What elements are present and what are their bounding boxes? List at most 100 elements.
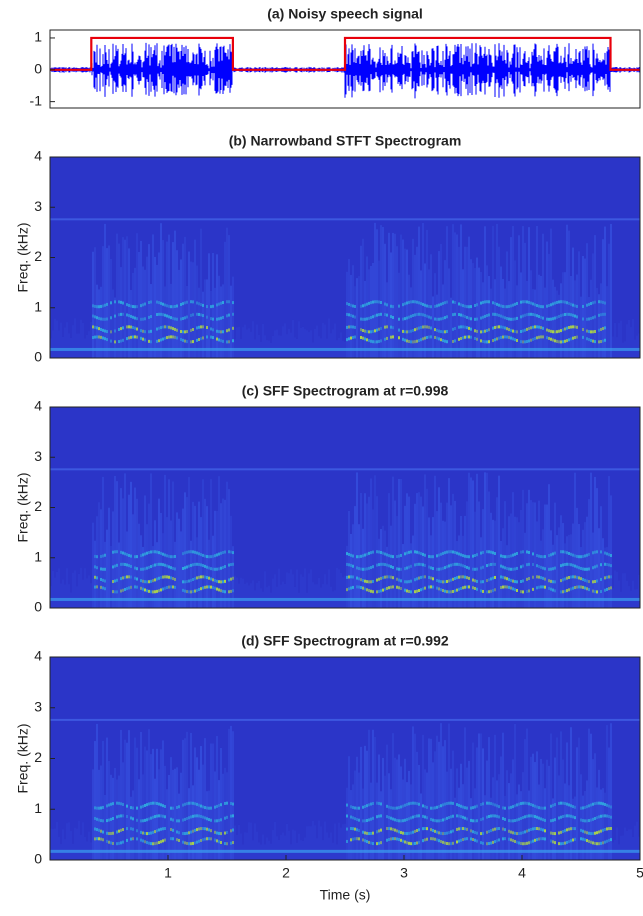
harmonic: [480, 301, 482, 305]
harmonic: [216, 839, 218, 843]
harmonic: [540, 576, 542, 580]
harmonic: [126, 804, 128, 808]
spectrogram-column: [434, 751, 436, 860]
harmonic: [508, 578, 510, 582]
spectrogram-column: [494, 734, 496, 860]
harmonic: [536, 838, 538, 842]
spectrogram-column: [628, 829, 630, 860]
harmonic: [506, 585, 508, 589]
harmonic: [498, 336, 500, 340]
spectrogram-column: [104, 223, 106, 358]
spectrogram-column: [242, 327, 244, 358]
spectrogram-column: [284, 323, 286, 358]
spectrogram-column: [226, 481, 228, 608]
harmonic: [422, 325, 424, 329]
spectrogram-column: [90, 321, 92, 358]
spectrogram-column: [166, 241, 168, 358]
harmonic: [150, 300, 152, 304]
harmonic: [486, 329, 488, 333]
harmonic: [352, 325, 354, 329]
harmonic: [94, 575, 96, 579]
spectrogram-column: [110, 545, 112, 608]
harmonic: [444, 566, 446, 570]
harmonic: [168, 554, 170, 558]
harmonic: [448, 816, 450, 820]
spectrogram-column: [300, 327, 302, 358]
harmonic: [216, 317, 218, 321]
harmonic: [230, 589, 232, 593]
harmonic: [362, 578, 364, 582]
harmonic: [354, 806, 356, 810]
harmonic: [364, 819, 366, 823]
spectrogram-column: [88, 575, 90, 608]
harmonic: [198, 552, 200, 556]
spectrogram-column: [534, 289, 536, 358]
harmonic: [216, 804, 218, 808]
harmonic: [494, 338, 496, 342]
harmonic: [180, 302, 182, 306]
harmonic: [186, 580, 188, 584]
harmonic: [176, 830, 178, 834]
harmonic: [564, 802, 566, 806]
harmonic: [586, 553, 588, 557]
harmonic: [190, 300, 192, 304]
harmonic: [580, 577, 582, 581]
spectrogram-column: [324, 821, 326, 860]
spectrogram-column: [422, 222, 424, 358]
harmonic: [530, 312, 532, 316]
spectrogram-column: [382, 757, 384, 860]
spectrogram-column: [62, 829, 64, 860]
harmonic: [566, 828, 568, 832]
x-tick-label: 1: [164, 865, 172, 881]
harmonic: [522, 831, 524, 835]
harmonic: [402, 337, 404, 341]
harmonic: [170, 335, 172, 339]
harmonic: [94, 565, 96, 569]
harmonic: [184, 802, 186, 806]
harmonic: [570, 337, 572, 341]
spectrogram-column: [506, 251, 508, 358]
harmonic: [504, 576, 506, 580]
harmonic: [454, 550, 456, 554]
harmonic: [110, 802, 112, 806]
spectrogram-column: [266, 587, 268, 608]
spectrogram-column: [484, 795, 486, 860]
harmonic: [600, 313, 602, 317]
harmonic: [568, 575, 570, 579]
spectrogram-column: [552, 544, 554, 608]
harmonic: [184, 330, 186, 334]
harmonic: [366, 588, 368, 592]
spectrogram-column: [540, 275, 542, 358]
harmonic: [520, 340, 522, 344]
x-tick-label: 5: [636, 865, 643, 881]
harmonic: [554, 589, 556, 593]
spectrogram-column: [394, 500, 396, 608]
harmonic: [222, 551, 224, 555]
harmonic: [574, 304, 576, 308]
spectrogram-column: [94, 247, 96, 358]
harmonic: [206, 325, 208, 329]
harmonic: [540, 806, 542, 810]
harmonic: [170, 585, 172, 589]
harmonic: [574, 325, 576, 329]
spectrogram-column: [56, 571, 58, 608]
harmonic: [458, 827, 460, 831]
spectrogram-column: [96, 284, 98, 358]
y-tick-label: 3: [34, 448, 42, 464]
spectrogram-column: [576, 507, 578, 608]
harmonic: [96, 828, 98, 832]
harmonic: [496, 313, 498, 317]
harmonic: [408, 315, 410, 319]
spectrogram-column: [474, 511, 476, 608]
harmonic: [528, 577, 530, 581]
spectrogram-column: [234, 825, 236, 860]
harmonic: [532, 587, 534, 591]
spectrogram-column: [486, 265, 488, 358]
harmonic: [488, 842, 490, 846]
harmonic: [156, 814, 158, 818]
harmonic: [422, 337, 424, 341]
harmonic: [102, 838, 104, 842]
spectrogram-column: [172, 481, 174, 608]
harmonic: [466, 565, 468, 569]
spectrogram-column: [148, 729, 150, 860]
